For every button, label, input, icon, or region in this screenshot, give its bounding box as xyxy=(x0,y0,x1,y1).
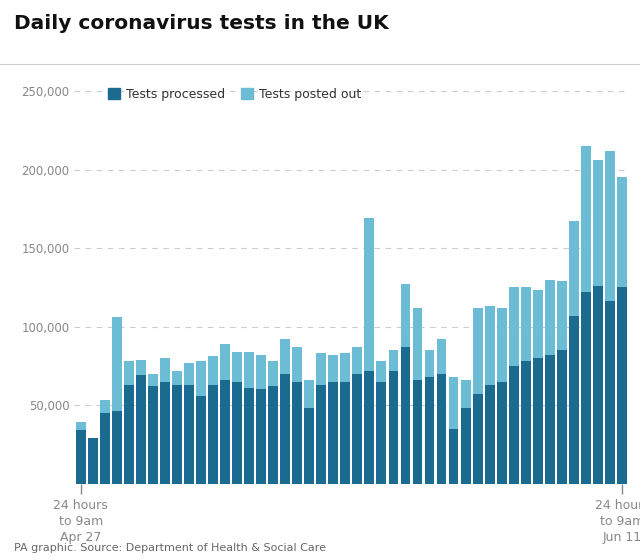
Bar xyxy=(76,430,86,484)
Bar xyxy=(220,380,230,484)
Bar xyxy=(424,350,435,377)
Bar xyxy=(473,394,483,484)
Bar xyxy=(545,355,555,484)
Bar xyxy=(328,355,339,381)
Bar xyxy=(436,339,447,373)
Bar xyxy=(124,385,134,484)
Bar xyxy=(569,221,579,316)
Bar xyxy=(136,375,146,484)
Bar xyxy=(184,385,194,484)
Bar xyxy=(545,280,555,355)
Bar xyxy=(305,380,314,408)
Bar xyxy=(376,361,387,381)
Bar xyxy=(461,408,470,484)
Bar xyxy=(605,301,615,484)
Bar xyxy=(208,385,218,484)
Bar xyxy=(244,352,254,388)
Bar xyxy=(148,373,158,386)
Bar xyxy=(364,371,374,484)
Bar xyxy=(484,385,495,484)
Bar xyxy=(424,377,435,484)
Bar xyxy=(521,361,531,484)
Bar xyxy=(401,284,410,347)
Bar xyxy=(497,308,507,381)
Bar xyxy=(292,381,302,484)
Bar xyxy=(436,373,447,484)
Bar xyxy=(88,438,98,484)
Bar xyxy=(593,286,603,484)
Text: PA graphic. Source: Department of Health & Social Care: PA graphic. Source: Department of Health… xyxy=(14,543,326,553)
Bar xyxy=(364,219,374,371)
Bar xyxy=(353,373,362,484)
Bar xyxy=(316,353,326,385)
Bar xyxy=(413,380,422,484)
Bar xyxy=(196,361,206,396)
Bar xyxy=(208,357,218,385)
Bar xyxy=(509,366,518,484)
Bar xyxy=(484,306,495,385)
Bar xyxy=(605,151,615,301)
Bar xyxy=(112,411,122,484)
Bar xyxy=(569,316,579,484)
Bar xyxy=(449,377,458,429)
Bar xyxy=(100,413,110,484)
Bar xyxy=(581,292,591,484)
Bar xyxy=(184,363,194,385)
Bar xyxy=(244,388,254,484)
Bar xyxy=(461,380,470,408)
Bar xyxy=(136,359,146,375)
Bar xyxy=(220,344,230,380)
Legend: Tests processed, Tests posted out: Tests processed, Tests posted out xyxy=(108,88,362,101)
Bar xyxy=(473,308,483,394)
Bar xyxy=(232,381,242,484)
Bar xyxy=(509,287,518,366)
Bar xyxy=(160,358,170,381)
Bar xyxy=(268,386,278,484)
Bar xyxy=(280,339,290,373)
Bar xyxy=(581,146,591,292)
Bar xyxy=(292,347,302,381)
Bar xyxy=(172,371,182,385)
Text: Daily coronavirus tests in the UK: Daily coronavirus tests in the UK xyxy=(14,14,389,33)
Bar xyxy=(256,355,266,390)
Bar xyxy=(160,381,170,484)
Bar xyxy=(521,287,531,361)
Bar xyxy=(256,390,266,484)
Bar xyxy=(388,371,398,484)
Bar xyxy=(305,408,314,484)
Bar xyxy=(232,352,242,381)
Bar xyxy=(617,178,627,287)
Bar xyxy=(533,291,543,358)
Bar xyxy=(172,385,182,484)
Bar xyxy=(376,381,387,484)
Bar xyxy=(353,347,362,373)
Bar xyxy=(148,386,158,484)
Bar xyxy=(316,385,326,484)
Bar xyxy=(112,317,122,411)
Bar xyxy=(124,361,134,385)
Bar xyxy=(388,350,398,371)
Bar xyxy=(413,308,422,380)
Bar xyxy=(268,361,278,386)
Bar xyxy=(617,287,627,484)
Bar xyxy=(497,381,507,484)
Bar xyxy=(100,400,110,413)
Bar xyxy=(533,358,543,484)
Bar xyxy=(401,347,410,484)
Bar xyxy=(280,373,290,484)
Bar xyxy=(340,381,350,484)
Bar xyxy=(593,160,603,286)
Bar xyxy=(557,350,566,484)
Bar xyxy=(196,396,206,484)
Bar xyxy=(557,281,566,350)
Bar xyxy=(340,353,350,381)
Bar xyxy=(328,381,339,484)
Bar xyxy=(449,429,458,484)
Bar xyxy=(76,423,86,430)
